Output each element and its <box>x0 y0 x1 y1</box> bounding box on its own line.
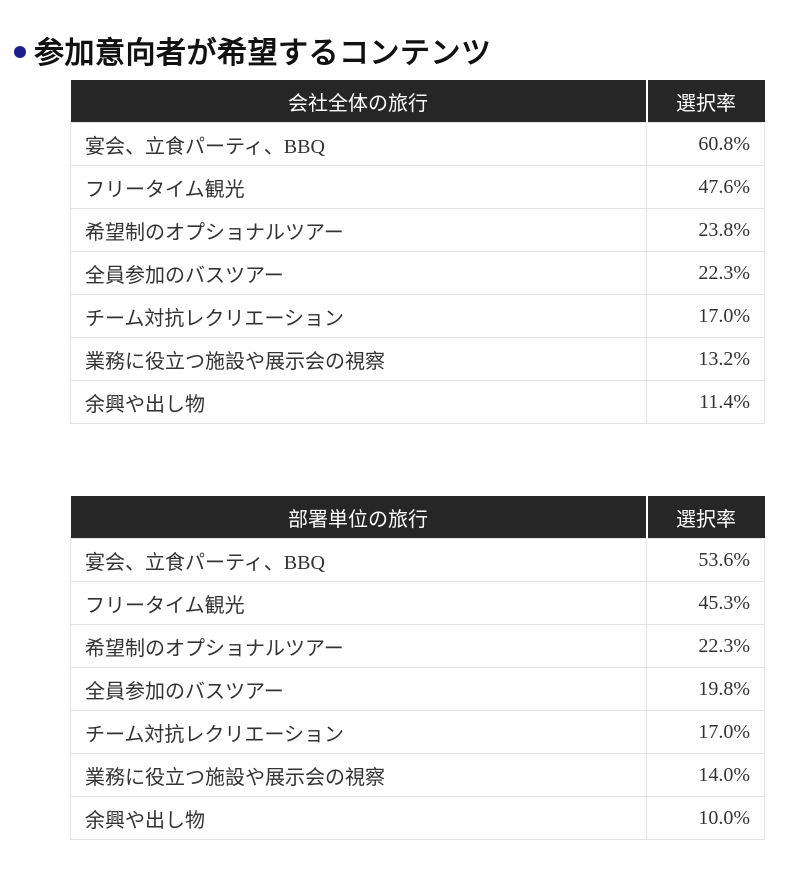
table-row: 業務に役立つ施設や展示会の視察 13.2% <box>70 337 765 381</box>
rate-column-header: 選択率 <box>646 80 765 123</box>
item-cell: 宴会、立食パーティ、BBQ <box>70 122 647 166</box>
table-header-row: 会社全体の旅行 選択率 <box>70 80 765 123</box>
item-cell: 全員参加のバスツアー <box>70 667 647 711</box>
table-header-row: 部署単位の旅行 選択率 <box>70 496 765 539</box>
rate-cell: 53.6% <box>646 538 765 582</box>
table-row: 全員参加のバスツアー 22.3% <box>70 251 765 295</box>
company-trip-table: 会社全体の旅行 選択率 宴会、立食パーティ、BBQ 60.8% フリータイム観光 4… <box>70 80 765 424</box>
rate-cell: 22.3% <box>646 251 765 295</box>
rate-cell: 60.8% <box>646 122 765 166</box>
table-row: フリータイム観光 47.6% <box>70 165 765 209</box>
page-title-text: 参加意向者が希望するコンテンツ <box>34 36 492 71</box>
item-cell: チーム対抗レクリエーション <box>70 710 647 754</box>
table-row: 余興や出し物 11.4% <box>70 380 765 424</box>
table-row: 余興や出し物 10.0% <box>70 796 765 840</box>
table-row: 業務に役立つ施設や展示会の視察 14.0% <box>70 753 765 797</box>
item-cell: 宴会、立食パーティ、BBQ <box>70 538 647 582</box>
item-column-header: 部署単位の旅行 <box>70 496 648 539</box>
rate-cell: 14.0% <box>646 753 765 797</box>
table-row: 宴会、立食パーティ、BBQ 60.8% <box>70 122 765 166</box>
item-cell: チーム対抗レクリエーション <box>70 294 647 338</box>
item-cell: 希望制のオプショナルツアー <box>70 208 647 252</box>
table-row: チーム対抗レクリエーション 17.0% <box>70 710 765 754</box>
rate-cell: 47.6% <box>646 165 765 209</box>
rate-column-header: 選択率 <box>646 496 765 539</box>
table-row: 希望制のオプショナルツアー 22.3% <box>70 624 765 668</box>
item-cell: 余興や出し物 <box>70 796 647 840</box>
rate-cell: 45.3% <box>646 581 765 625</box>
item-cell: 余興や出し物 <box>70 380 647 424</box>
rate-cell: 10.0% <box>646 796 765 840</box>
rate-cell: 22.3% <box>646 624 765 668</box>
item-cell: フリータイム観光 <box>70 165 647 209</box>
item-cell: 業務に役立つ施設や展示会の視察 <box>70 337 647 381</box>
item-cell: 全員参加のバスツアー <box>70 251 647 295</box>
table-row: チーム対抗レクリエーション 17.0% <box>70 294 765 338</box>
table-row: フリータイム観光 45.3% <box>70 581 765 625</box>
rate-cell: 17.0% <box>646 294 765 338</box>
table-row: 宴会、立食パーティ、BBQ 53.6% <box>70 538 765 582</box>
table-row: 希望制のオプショナルツアー 23.8% <box>70 208 765 252</box>
department-trip-table: 部署単位の旅行 選択率 宴会、立食パーティ、BBQ 53.6% フリータイム観光 4… <box>70 496 765 840</box>
table-row: 全員参加のバスツアー 19.8% <box>70 667 765 711</box>
bullet-dot-icon <box>14 45 26 58</box>
item-column-header: 会社全体の旅行 <box>70 80 648 123</box>
rate-cell: 23.8% <box>646 208 765 252</box>
item-cell: 業務に役立つ施設や展示会の視察 <box>70 753 647 797</box>
item-cell: 希望制のオプショナルツアー <box>70 624 647 668</box>
rate-cell: 19.8% <box>646 667 765 711</box>
page-title: 参加意向者が希望するコンテンツ <box>14 28 492 72</box>
rate-cell: 17.0% <box>646 710 765 754</box>
rate-cell: 13.2% <box>646 337 765 381</box>
item-cell: フリータイム観光 <box>70 581 647 625</box>
rate-cell: 11.4% <box>646 380 765 424</box>
